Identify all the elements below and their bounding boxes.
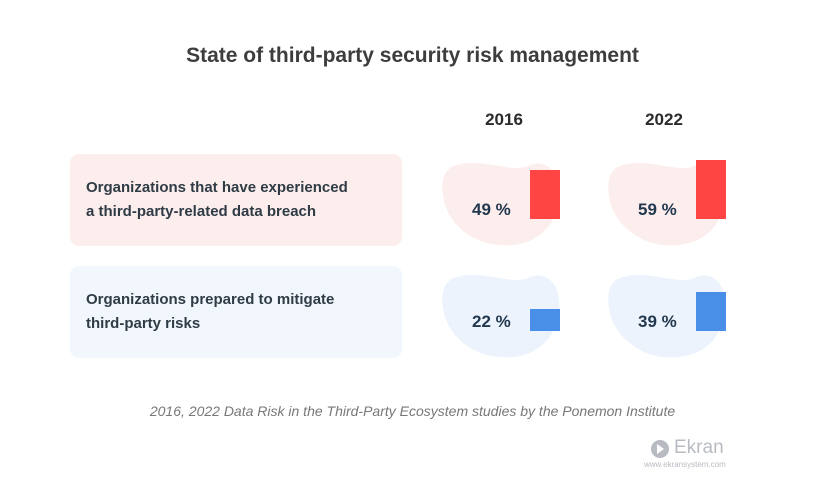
play-arrow-icon [651, 440, 669, 458]
blob-shape [442, 274, 560, 358]
bar-breach-2016 [530, 170, 560, 219]
source-note: 2016, 2022 Data Risk in the Third-Party … [149, 403, 676, 419]
cell-breach-2022: 59 % [606, 150, 736, 250]
value-label-breach-2022: 59 % [638, 200, 677, 219]
cell-prepared-2022: 39 % [606, 262, 736, 362]
value-label-prepared-2016: 22 % [472, 312, 511, 331]
logo-url: www.ekransystem.com [644, 460, 726, 469]
year-header-2016: 2016 [485, 110, 523, 129]
ekran-logo: Ekran www.ekransystem.com [644, 437, 750, 473]
row-label-prepared-line2: third-party risks [86, 315, 201, 332]
chart-title: State of third-party security risk manag… [186, 44, 639, 67]
row-label-breach-line2: a third-party-related data breach [86, 203, 317, 220]
value-label-breach-2016: 49 % [472, 200, 511, 219]
row-label-breach-line1: Organizations that have experienced [86, 179, 348, 196]
year-header-2022: 2022 [645, 110, 683, 129]
row-label-breach: Organizations that have experienced a th… [70, 154, 402, 246]
bar-prepared-2016 [530, 309, 560, 331]
row-label-prepared-line1: Organizations prepared to mitigate [86, 291, 335, 308]
value-label-prepared-2022: 39 % [638, 312, 677, 331]
cell-prepared-2016: 22 % [440, 262, 570, 362]
bar-prepared-2022 [696, 292, 726, 331]
logo-brand: Ekran [674, 437, 724, 458]
bar-breach-2022 [696, 160, 726, 219]
row-label-prepared: Organizations prepared to mitigate third… [70, 266, 402, 358]
cell-breach-2016: 49 % [440, 150, 570, 250]
